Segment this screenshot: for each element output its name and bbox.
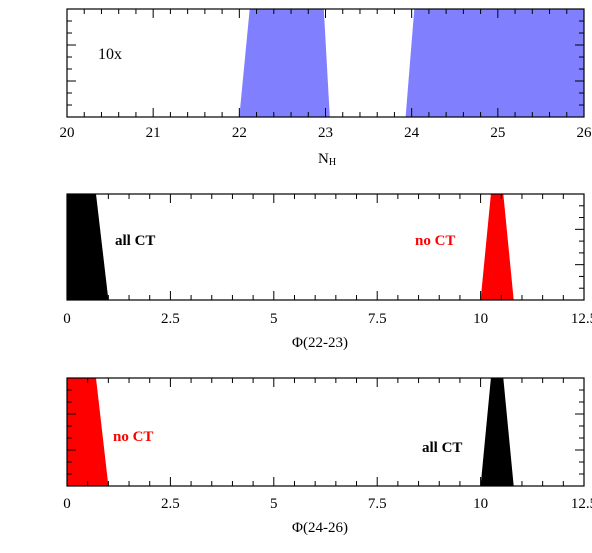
- panel-phi-24-26-xlabel: Φ(24-26): [292, 520, 348, 536]
- filled-region-no-ct: [480, 194, 514, 300]
- x-tick-label: 5: [270, 311, 278, 327]
- panel-phi-22-23-xlabel: Φ(22-23): [292, 335, 348, 351]
- x-tick-label: 12.5: [571, 311, 592, 327]
- annotation-all-ct: all CT: [115, 233, 155, 249]
- x-tick-label: 22: [232, 125, 247, 141]
- filled-region-2: [405, 9, 584, 117]
- x-tick-label: 25: [490, 125, 505, 141]
- panel-nh-xlabel-main: N: [318, 151, 329, 167]
- panel-nh: 20 21 22 23 24 25 26 10x NH: [60, 8, 592, 168]
- x-tick-label: 12.5: [571, 496, 592, 512]
- panel-nh-xlabel-sub: H: [329, 157, 336, 168]
- panel-phi-24-26-frame: [66, 377, 585, 487]
- filled-region-all-ct: [67, 194, 109, 300]
- x-tick-label: 0: [63, 496, 71, 512]
- x-tick-label: 23: [318, 125, 333, 141]
- panel-nh-annotation: 10x: [98, 46, 122, 63]
- filled-region-all-ct: [480, 378, 514, 486]
- x-tick-label: 7.5: [368, 311, 387, 327]
- x-tick-label: 24: [404, 125, 420, 141]
- x-tick-label: 21: [146, 125, 161, 141]
- panel-phi-22-23-frame: [66, 193, 585, 301]
- panel-phi-22-23: 0 2.5 5 7.5 10 12.5 all CT no CT Φ(22-23): [63, 193, 592, 351]
- x-tick-label: 7.5: [368, 496, 387, 512]
- annotation-no-ct: no CT: [415, 233, 455, 249]
- x-tick-label: 2.5: [161, 496, 180, 512]
- x-tick-label: 26: [577, 125, 592, 141]
- panel-phi-24-26: 0 2.5 5 7.5 10 12.5 no CT all CT Φ(24-26): [63, 377, 592, 536]
- x-tick-label: 10: [473, 496, 488, 512]
- panel-nh-xlabel: NH: [318, 151, 336, 168]
- filled-region-no-ct: [67, 378, 109, 486]
- x-tick-label: 0: [63, 311, 71, 327]
- x-tick-label: 5: [270, 496, 278, 512]
- annotation-all-ct: all CT: [422, 440, 462, 456]
- annotation-no-ct: no CT: [113, 429, 153, 445]
- x-tick-label: 2.5: [161, 311, 180, 327]
- x-tick-label: 20: [60, 125, 75, 141]
- filled-region-1: [239, 9, 330, 117]
- x-tick-label: 10: [473, 311, 488, 327]
